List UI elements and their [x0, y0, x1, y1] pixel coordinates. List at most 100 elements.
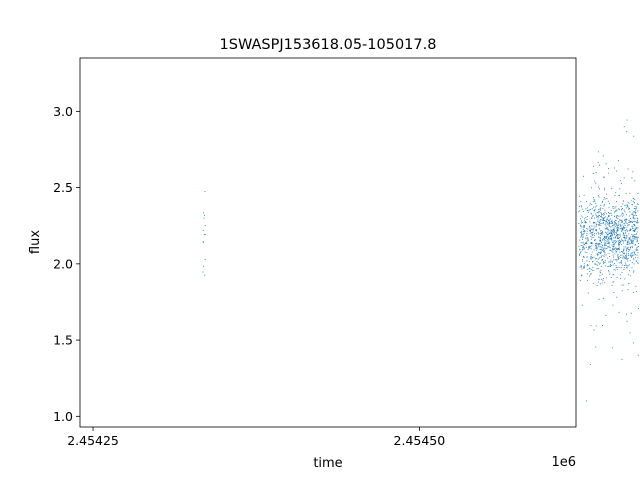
data-point	[624, 236, 626, 238]
data-point	[625, 221, 627, 223]
data-point	[616, 296, 618, 298]
data-point	[608, 237, 610, 239]
data-point	[621, 209, 622, 211]
data-point	[623, 246, 625, 248]
data-point	[608, 269, 609, 271]
data-point	[607, 238, 609, 239]
data-point	[591, 225, 593, 227]
data-point	[589, 228, 591, 230]
data-point	[600, 240, 602, 242]
data-point	[580, 231, 582, 233]
data-point	[610, 230, 612, 232]
data-point	[594, 227, 596, 229]
data-point	[596, 260, 598, 262]
data-point	[618, 247, 620, 249]
data-point	[623, 200, 625, 202]
data-point	[618, 242, 620, 243]
data-point	[628, 233, 630, 235]
data-point	[636, 254, 638, 256]
data-point	[622, 234, 624, 236]
data-point	[592, 228, 594, 230]
data-point	[604, 216, 605, 218]
data-point	[630, 255, 632, 257]
data-point	[627, 260, 629, 262]
data-point	[589, 225, 590, 227]
data-point	[625, 237, 627, 239]
data-point	[619, 225, 621, 227]
data-point	[634, 229, 636, 231]
data-point	[585, 221, 587, 222]
data-point	[616, 276, 618, 278]
data-point	[582, 260, 584, 262]
data-point	[627, 201, 629, 203]
data-point	[591, 235, 593, 236]
data-point	[590, 258, 592, 260]
data-point	[626, 204, 628, 206]
data-point	[621, 271, 623, 273]
data-point	[612, 221, 613, 223]
data-point	[636, 247, 638, 249]
data-point	[621, 227, 622, 229]
data-point	[599, 235, 601, 237]
data-point	[599, 240, 601, 242]
data-point	[602, 223, 604, 225]
data-point	[589, 230, 591, 232]
data-point	[636, 222, 638, 224]
data-point	[599, 249, 601, 250]
data-point	[606, 227, 607, 229]
data-point	[621, 260, 623, 261]
data-point	[598, 211, 600, 213]
data-point	[620, 267, 622, 269]
data-point	[637, 204, 639, 205]
data-point	[623, 227, 625, 229]
data-point	[601, 249, 603, 251]
data-point	[629, 249, 631, 251]
data-point	[609, 222, 610, 224]
data-point	[637, 243, 639, 245]
data-point	[624, 235, 626, 237]
data-point	[598, 210, 600, 212]
data-point	[591, 238, 592, 240]
data-point	[595, 244, 596, 246]
data-point	[631, 234, 633, 235]
data-point	[607, 229, 609, 231]
data-point	[616, 216, 618, 218]
data-point	[601, 247, 603, 248]
data-point	[632, 200, 634, 202]
data-point	[612, 264, 614, 266]
data-point	[622, 221, 624, 223]
data-point	[602, 207, 604, 209]
data-point	[600, 225, 602, 227]
data-point	[607, 200, 609, 202]
data-point	[202, 212, 204, 214]
data-point	[597, 161, 599, 163]
data-point	[633, 230, 635, 232]
data-point	[601, 278, 603, 280]
data-point	[614, 221, 616, 223]
data-point	[581, 222, 583, 224]
data-point	[608, 230, 610, 232]
data-point	[604, 241, 606, 243]
data-point	[626, 266, 628, 268]
data-point	[612, 248, 614, 250]
data-point	[616, 235, 617, 236]
data-point	[582, 225, 584, 227]
data-point	[634, 244, 636, 246]
data-point	[596, 228, 598, 230]
data-point	[594, 239, 596, 241]
data-point	[582, 247, 584, 249]
data-point	[611, 221, 613, 222]
data-point	[617, 248, 619, 250]
data-point	[615, 241, 617, 243]
data-point	[597, 244, 599, 245]
data-point	[603, 213, 605, 215]
data-point	[607, 242, 609, 244]
data-point	[627, 252, 629, 254]
data-point	[616, 225, 618, 227]
data-point	[606, 218, 608, 220]
data-point	[630, 200, 632, 202]
data-point	[586, 218, 588, 220]
data-point	[612, 248, 613, 250]
data-point	[605, 222, 607, 224]
data-point	[604, 211, 606, 213]
